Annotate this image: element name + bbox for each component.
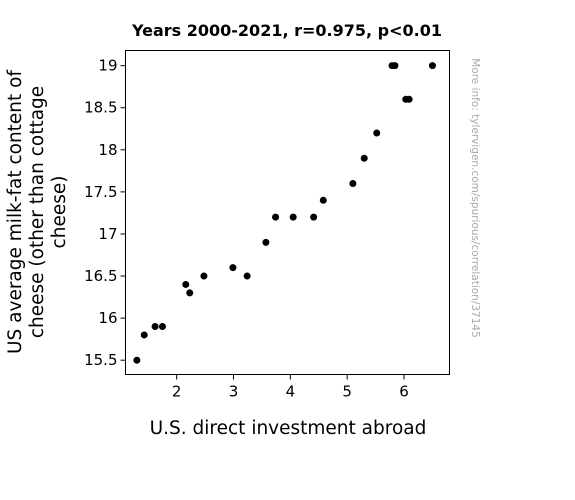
scatter-point [158,323,166,331]
scatter-point [405,95,413,103]
y-axis-label: US average milk-fat content of cheese (o… [5,70,70,354]
x-tick-label: 3 [229,383,239,401]
scatter-point [229,264,237,272]
chart-title: Years 2000-2021, r=0.975, p<0.01 [131,21,442,40]
scatter-point [272,213,280,221]
y-tick-label: 16 [98,309,117,327]
scatter-point [151,323,159,331]
scatter-point [349,179,357,187]
x-axis-label: U.S. direct investment abroad [150,418,427,439]
scatter-point [428,62,436,70]
y-axis-label-line-1: US average milk-fat content of [5,70,26,354]
scatter-point [133,356,141,364]
source-note: More info: tylervigen.com/spurious/corre… [469,58,481,338]
y-tick-label: 15.5 [84,351,117,369]
x-axis-ticks: 2 3 4 5 6 [172,374,409,401]
scatter-point [391,62,399,70]
x-tick-label: 4 [286,383,296,401]
scatter-point [200,272,208,280]
scatter-point [360,154,368,162]
y-tick-label: 18.5 [84,99,117,117]
scatter-point [310,213,318,221]
y-tick-label: 17.5 [84,183,117,201]
y-tick-label: 16.5 [84,267,117,285]
y-tick-label: 19 [98,57,117,75]
x-tick-label: 6 [399,383,409,401]
y-axis-label-line-3: cheese) [49,176,70,249]
scatter-point [182,280,190,288]
scatter-point [373,129,381,137]
scatter-point [243,272,251,280]
scatter-point [262,238,270,246]
scatter-point [140,331,148,339]
y-tick-label: 17 [98,225,117,243]
scatter-point [289,213,297,221]
x-tick-label: 5 [342,383,352,401]
y-axis-label-line-2: cheese (other than cottage [27,86,48,338]
y-tick-label: 18 [98,141,117,159]
data-points [133,62,436,364]
y-axis-ticks: 15.5 16 16.5 17 17.5 18 18.5 19 [84,57,126,369]
x-tick-label: 2 [172,383,182,401]
scatter-point [186,289,194,297]
scatter-point [319,196,327,204]
plot-frame [125,50,450,375]
